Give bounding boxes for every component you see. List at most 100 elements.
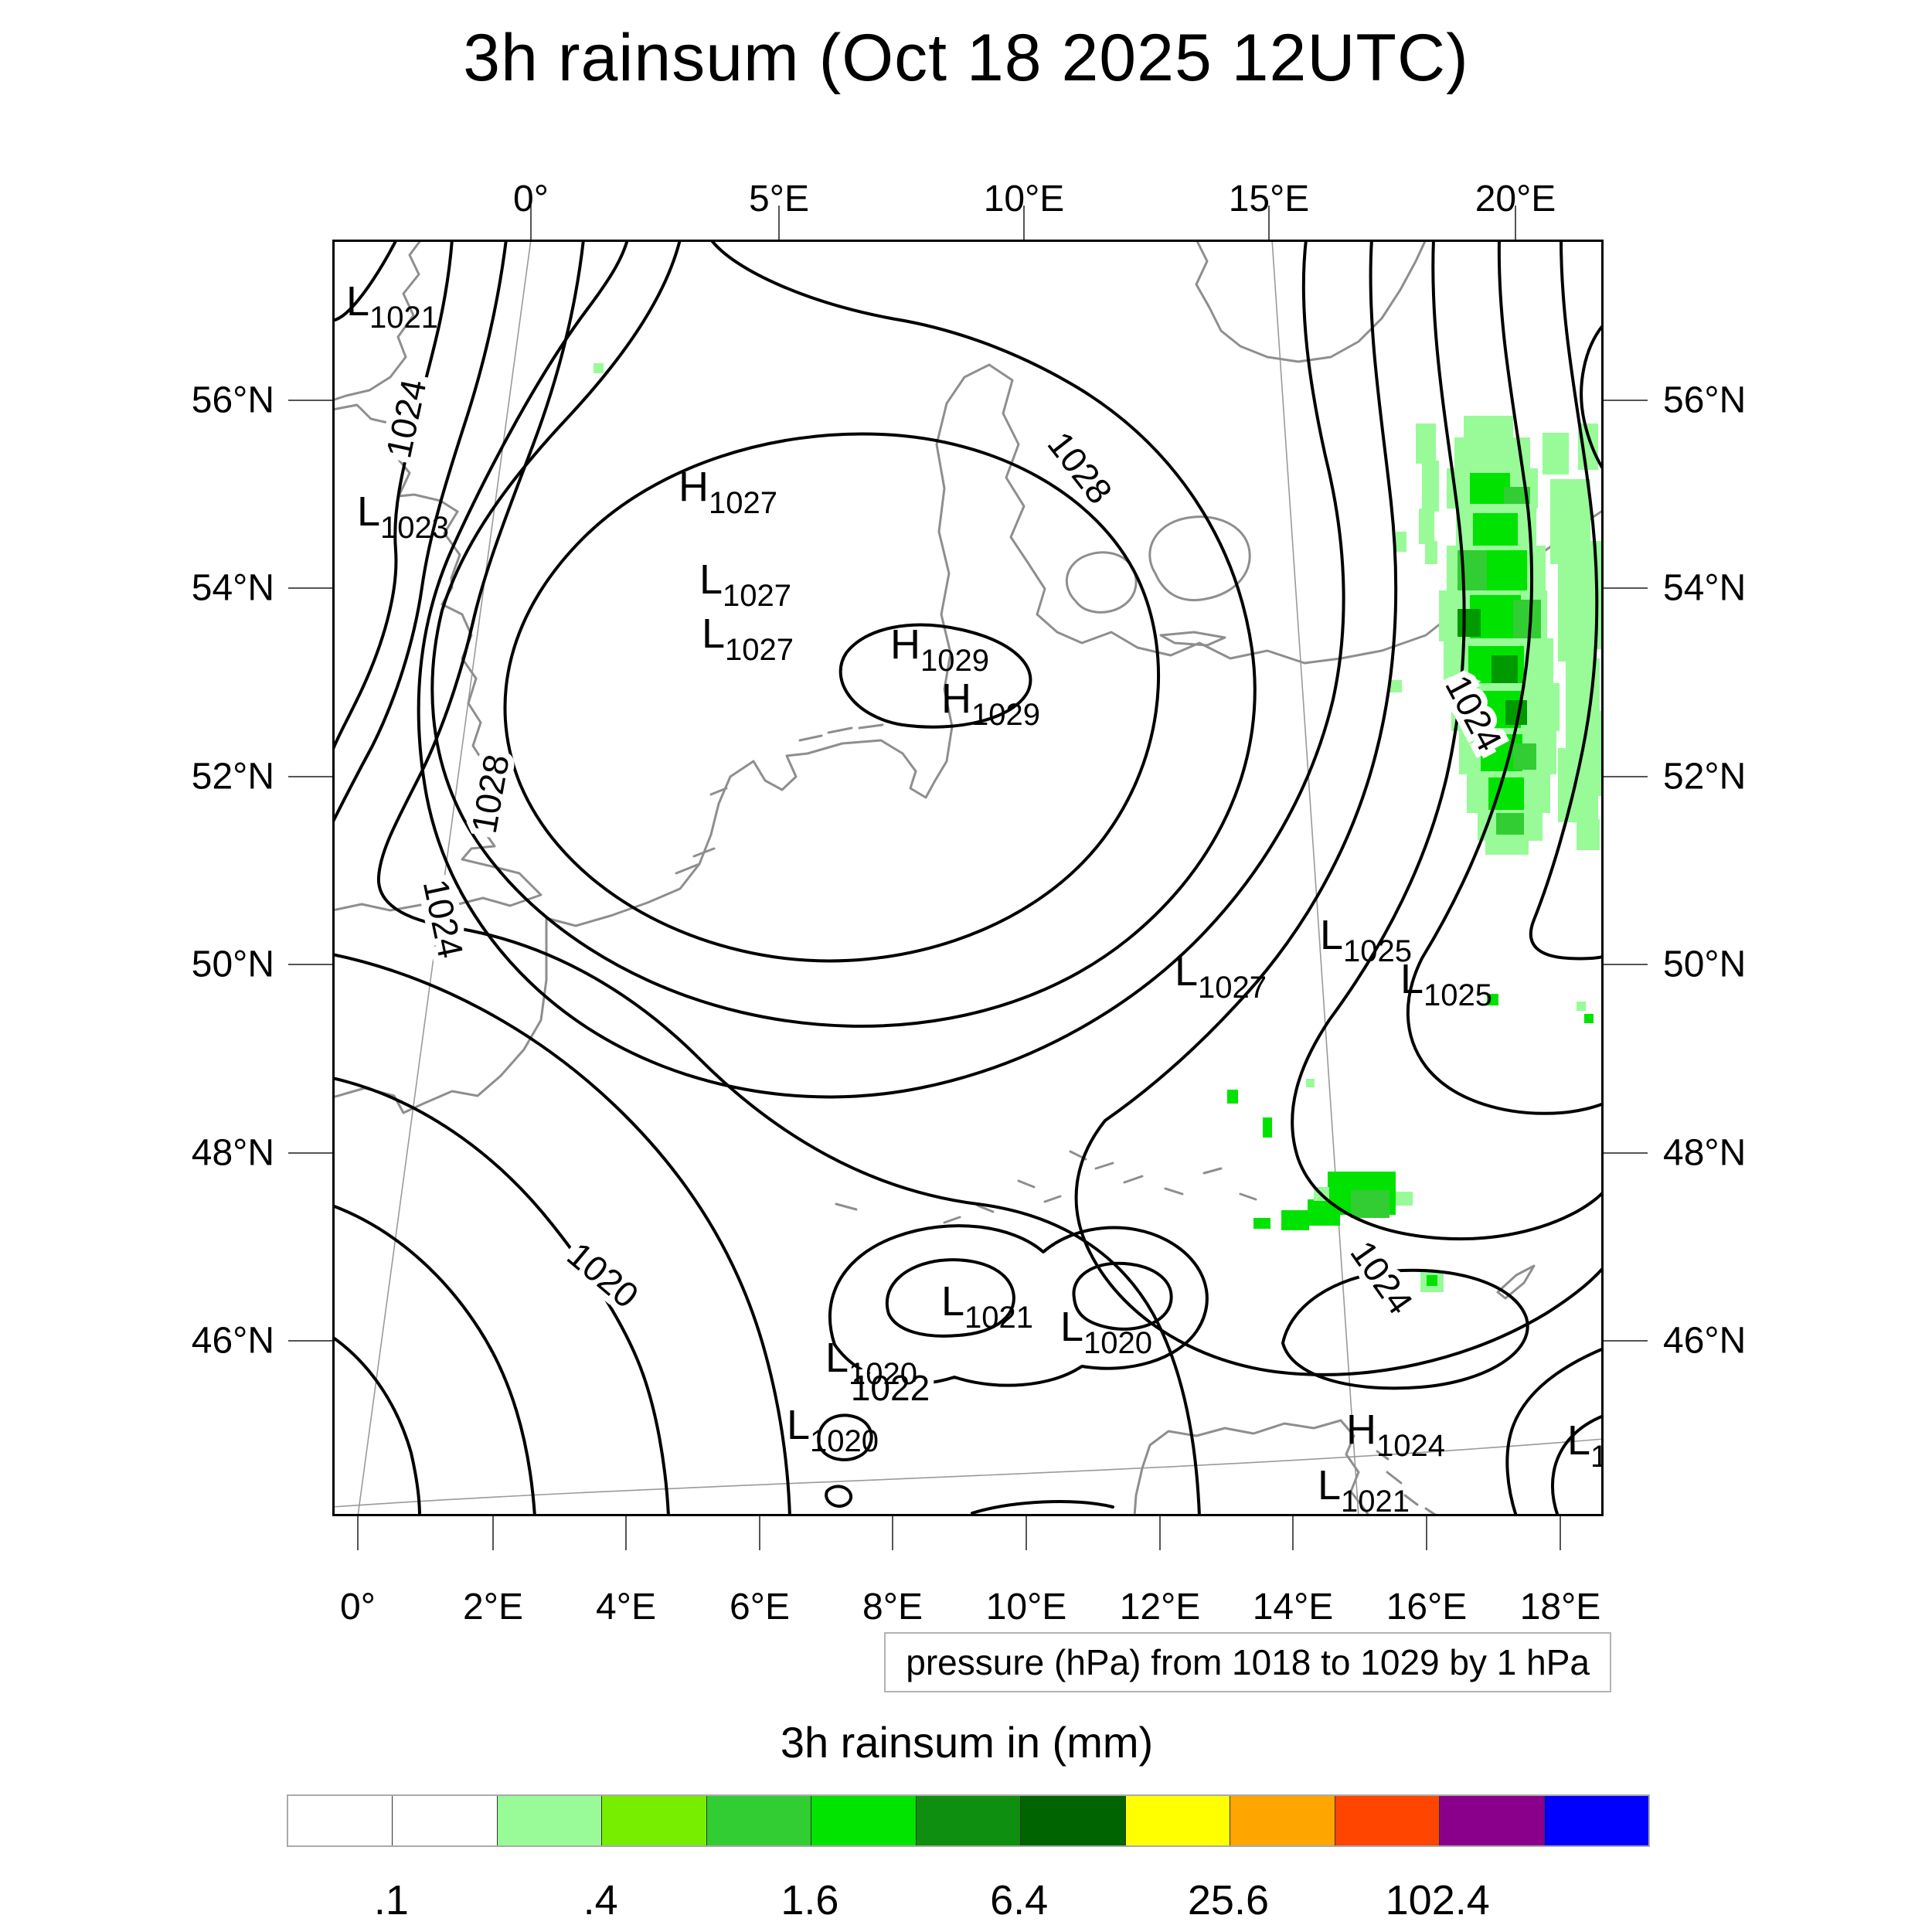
graticule-meridian-0E — [357, 240, 532, 1516]
lat-tick-left — [288, 776, 332, 777]
rain-cell — [1458, 609, 1481, 637]
isobar-contour — [332, 240, 398, 322]
lon-tick-top — [778, 206, 780, 240]
lat-label-right: 46°N — [1663, 1320, 1747, 1362]
rain-cell — [1487, 994, 1498, 1005]
colorbar-cell — [1439, 1796, 1544, 1845]
lon-label-top: 5°E — [749, 179, 809, 219]
pressure-center-value: 1021 — [964, 1301, 1033, 1335]
page-title: 3h rainsum (Oct 18 2025 12UTC) — [463, 21, 1469, 95]
isobar-contour — [1406, 240, 1604, 1115]
lon-label-bottom: 12°E — [1119, 1587, 1201, 1628]
pressure-center-label: L1027 — [1175, 948, 1267, 1005]
isobar-contour — [971, 1500, 1114, 1515]
rain-cell — [1306, 1079, 1315, 1087]
lat-label-right: 50°N — [1663, 944, 1747, 985]
pressure-caption: pressure (hPa) from 1018 to 1029 by 1 hP… — [884, 1632, 1611, 1692]
pressure-center-value: 1027 — [725, 633, 794, 667]
isobar-contour — [430, 240, 1257, 1028]
lon-label-bottom: 0° — [340, 1587, 376, 1628]
isobar-contour — [1072, 1261, 1173, 1331]
colorbar-cell — [706, 1796, 811, 1845]
lon-tick-bottom — [357, 1516, 359, 1550]
contour-label: 1024 — [378, 376, 434, 461]
lon-label-top: 20°E — [1475, 179, 1556, 219]
rain-cell — [1389, 680, 1402, 692]
lon-tick-bottom — [625, 1516, 627, 1550]
isobar-contour — [417, 240, 1345, 1099]
lon-tick-bottom — [1292, 1516, 1294, 1550]
colorbar-cell — [915, 1796, 1021, 1845]
isobar-contour — [1281, 1268, 1529, 1390]
pressure-center-label: L1020 — [787, 1402, 879, 1458]
lon-tick-bottom — [492, 1516, 494, 1550]
coastline-croatian-islands — [1376, 1450, 1437, 1516]
lon-tick-top — [1268, 206, 1270, 240]
lat-label-right: 48°N — [1663, 1132, 1747, 1174]
lat-tick-right — [1604, 1340, 1648, 1342]
rain-cell — [1543, 433, 1569, 474]
lon-tick-bottom — [1560, 1516, 1561, 1550]
isobar-contour — [838, 623, 1032, 729]
isobar-contour — [817, 1413, 873, 1461]
rain-cell — [1496, 813, 1524, 835]
isobar-contour — [332, 240, 454, 753]
lon-label-bottom: 14°E — [1252, 1587, 1334, 1628]
colorbar-cell — [496, 1796, 602, 1845]
pressure-center-value: 1023 — [380, 511, 449, 545]
lon-tick-bottom — [1159, 1516, 1161, 1550]
rain-cell — [1558, 561, 1595, 662]
colorbar-cell — [1543, 1796, 1649, 1845]
rain-cell — [1492, 655, 1518, 683]
isobar-contour — [1529, 240, 1604, 961]
lat-tick-left — [288, 1340, 332, 1342]
colorbar-tick-label: .4 — [583, 1877, 618, 1923]
lon-label-top: 0° — [513, 179, 549, 219]
colorbar-tick-label: .1 — [373, 1877, 409, 1923]
lat-tick-left — [288, 964, 332, 965]
pressure-center-label: H1024 — [1346, 1406, 1445, 1463]
contour-label: 1028 — [1040, 424, 1121, 512]
lat-label-left: 50°N — [191, 944, 274, 985]
lon-tick-bottom — [1426, 1516, 1427, 1550]
coastline-alpine-lakes — [835, 1150, 1257, 1224]
pressure-center-value: 1029 — [971, 698, 1040, 732]
lat-tick-left — [288, 1152, 332, 1154]
contour-label: 1024 — [416, 876, 471, 961]
pressure-center-value: 1020 — [849, 1357, 917, 1391]
lon-label-top: 15°E — [1228, 179, 1310, 219]
isobar-contour — [885, 1258, 1015, 1338]
map-frame — [332, 240, 1604, 1516]
rain-cell — [1485, 838, 1529, 855]
rain-cell — [1513, 743, 1536, 770]
rain-cell — [1577, 819, 1600, 850]
rain-cell — [1425, 541, 1437, 564]
pressure-center-value: 1027 — [709, 486, 777, 520]
isobar-contour — [1580, 323, 1604, 471]
pressure-center-value: 1021 — [1341, 1485, 1410, 1516]
weather-map: 1024 1028 1028 1024 1024 1024 1020 1022 L1021 L10… — [332, 240, 1604, 1516]
lat-tick-left — [288, 587, 332, 589]
rain-cell — [594, 363, 604, 373]
rain-cell — [1589, 711, 1604, 796]
pressure-center-value: 1025 — [1423, 978, 1492, 1012]
contour-label: 1022 — [851, 1368, 930, 1408]
rain-cell — [1396, 532, 1406, 552]
pressure-center-label: L1025 — [1320, 912, 1412, 968]
isobar-contour — [1074, 240, 1604, 1376]
pressure-center-value: 1020 — [1083, 1326, 1152, 1360]
pressure-center-label: L1 — [1567, 1417, 1604, 1474]
lon-tick-bottom — [759, 1516, 760, 1550]
colorbar-cell — [601, 1796, 706, 1845]
coastline-lake-balaton — [1496, 1264, 1536, 1300]
pressure-center-value: 1024 — [1376, 1429, 1445, 1463]
colorbar-tick-label: 1.6 — [781, 1877, 839, 1923]
lon-tick-bottom — [892, 1516, 893, 1550]
contour-label: 1028 — [464, 751, 517, 836]
lon-label-bottom: 16°E — [1386, 1587, 1468, 1628]
graticule-parallel-45N — [332, 1438, 1604, 1508]
lon-label-bottom: 8°E — [862, 1587, 923, 1628]
rain-cell — [1584, 1014, 1594, 1023]
isobar-contour — [332, 1204, 536, 1516]
pressure-center-value: 1027 — [1198, 971, 1267, 1005]
